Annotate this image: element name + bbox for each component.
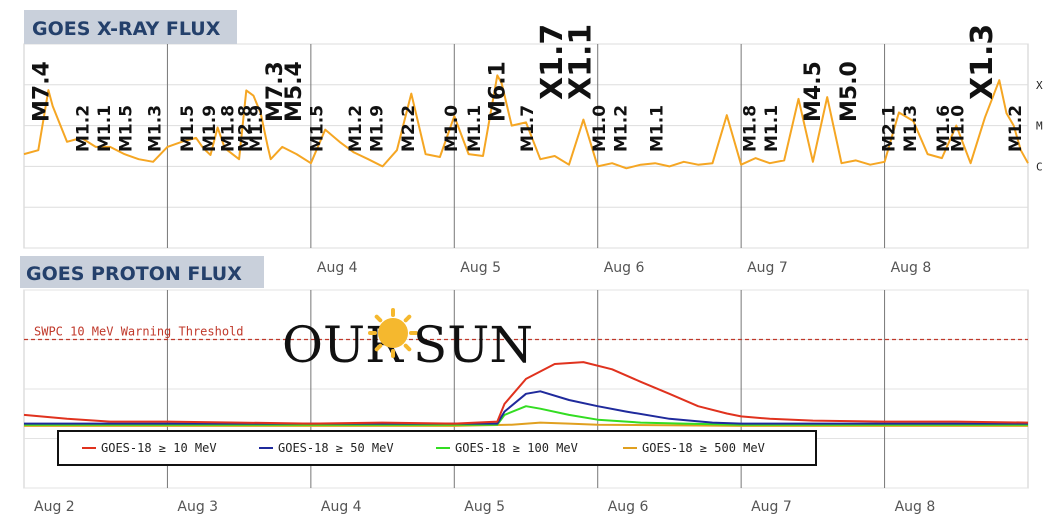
xray-date-label: Aug 6 <box>604 260 645 276</box>
xray-date-labels: Aug 4 Aug 5 Aug 6 Aug 7 Aug 8 <box>317 260 931 276</box>
proton-date-label: Aug 2 <box>34 499 75 515</box>
flare-label: M2.1 <box>880 105 900 152</box>
flare-label: M5.4 <box>282 61 307 122</box>
legend-label: GOES-18 ≥ 10 MeV <box>101 441 217 455</box>
flare-label: M5.0 <box>837 61 862 122</box>
proton-panel: SWPC 10 MeV Warning Threshold Aug 2 Aug 3… <box>20 256 1029 515</box>
legend-label: GOES-18 ≥ 100 MeV <box>455 441 578 455</box>
flare-label: M2.2 <box>399 105 419 152</box>
sun-ray <box>403 343 412 352</box>
legend-items: GOES-18 ≥ 10 MeV GOES-18 ≥ 50 MeV GOES-18 … <box>82 441 765 455</box>
proton-date-labels: Aug 2 Aug 3 Aug 4 Aug 5 Aug 6 Aug 7 Aug 8 <box>34 499 935 515</box>
flare-label: X1.1 <box>564 24 599 100</box>
flare-label: M7.4 <box>29 61 54 122</box>
flare-label: M1.3 <box>901 105 921 152</box>
flare-label: X1.3 <box>965 24 1000 100</box>
flare-label: M6.1 <box>486 61 511 122</box>
xray-date-label: Aug 4 <box>317 260 358 276</box>
proton-series-line <box>24 421 1028 427</box>
proton-date-label: Aug 6 <box>608 499 649 515</box>
proton-date-label: Aug 5 <box>464 499 505 515</box>
flare-label: M1.5 <box>178 105 198 152</box>
flare-label: M1.2 <box>611 105 631 152</box>
flare-label: M1.2 <box>74 105 94 152</box>
legend: GOES-18 ≥ 10 MeV GOES-18 ≥ 50 MeV GOES-18 … <box>57 430 817 466</box>
flare-label: M1.9 <box>247 105 267 152</box>
xray-series <box>23 74 1029 170</box>
flare-label: M1.1 <box>465 105 485 152</box>
sun-ray <box>374 343 383 352</box>
legend-label: GOES-18 ≥ 50 MeV <box>278 441 394 455</box>
flare-label: M1.7 <box>518 105 538 152</box>
sun-ray <box>403 314 412 323</box>
xray-date-label: Aug 7 <box>747 260 788 276</box>
flare-label: M1.1 <box>95 105 115 152</box>
proton-date-label: Aug 8 <box>895 499 936 515</box>
flare-label: M1.0 <box>949 105 969 152</box>
xray-plot-area <box>23 43 1029 249</box>
proton-series <box>23 361 1029 427</box>
flare-label: M1.2 <box>346 105 366 152</box>
legend-label: GOES-18 ≥ 500 MeV <box>642 441 765 455</box>
sun-ray <box>374 314 383 323</box>
flare-label: M1.3 <box>145 105 165 152</box>
proton-series-line <box>23 361 1029 425</box>
xray-grid <box>24 43 1028 249</box>
proton-date-label: Aug 4 <box>321 499 362 515</box>
xray-flux-line <box>23 74 1029 170</box>
xray-class-label: C <box>1036 160 1043 173</box>
xray-class-label: M <box>1036 120 1043 133</box>
flare-label: M1.5 <box>117 105 137 152</box>
xray-class-label: X <box>1036 79 1043 92</box>
xray-date-label: Aug 8 <box>891 260 932 276</box>
proton-date-label: Aug 3 <box>177 499 218 515</box>
xray-flare-labels: M7.4M1.2 M1.1 M1.5 M1.3 M1.5 M1.9M1.8M2.8M1.9… <box>29 24 1025 152</box>
flare-label: M1.9 <box>200 105 220 152</box>
threshold-label: SWPC 10 MeV Warning Threshold <box>34 325 244 339</box>
sun-icon <box>368 308 418 358</box>
flare-label: M1.1 <box>647 105 667 152</box>
flare-label: M4.5 <box>801 61 826 122</box>
flare-label: M2.8 <box>236 105 256 152</box>
logo-text-sun: SUN <box>413 316 533 374</box>
flare-label: M1.2 <box>1006 105 1026 152</box>
flare-label: M1.8 <box>741 105 761 152</box>
flare-label: M1.8 <box>218 105 238 152</box>
xray-date-label: Aug 5 <box>460 260 501 276</box>
flare-label: X1.7 <box>535 24 570 100</box>
flare-label: M1.1 <box>762 105 782 152</box>
proton-date-label: Aug 7 <box>751 499 792 515</box>
xray-class-labels: X M C <box>1036 79 1043 174</box>
flare-label: M1.0 <box>442 105 462 152</box>
flare-label: M1.9 <box>368 105 388 152</box>
proton-series-line <box>24 405 1028 426</box>
flare-label: M1.5 <box>307 105 327 152</box>
proton-title-box <box>20 256 264 288</box>
xray-title-box <box>24 10 237 44</box>
our-sun-logo: OUR SUN <box>282 308 533 374</box>
flare-label: M1.0 <box>590 105 610 152</box>
proton-title: GOES PROTON FLUX <box>26 263 242 285</box>
xray-title: GOES X-RAY FLUX <box>32 18 221 40</box>
flare-label: M7.3 <box>263 61 288 122</box>
xray-panel: M7.4M1.2 M1.1 M1.5 M1.3 M1.5 M1.9M1.8M2.8M1.9… <box>23 10 1043 276</box>
flare-label: M1.6 <box>934 105 954 152</box>
